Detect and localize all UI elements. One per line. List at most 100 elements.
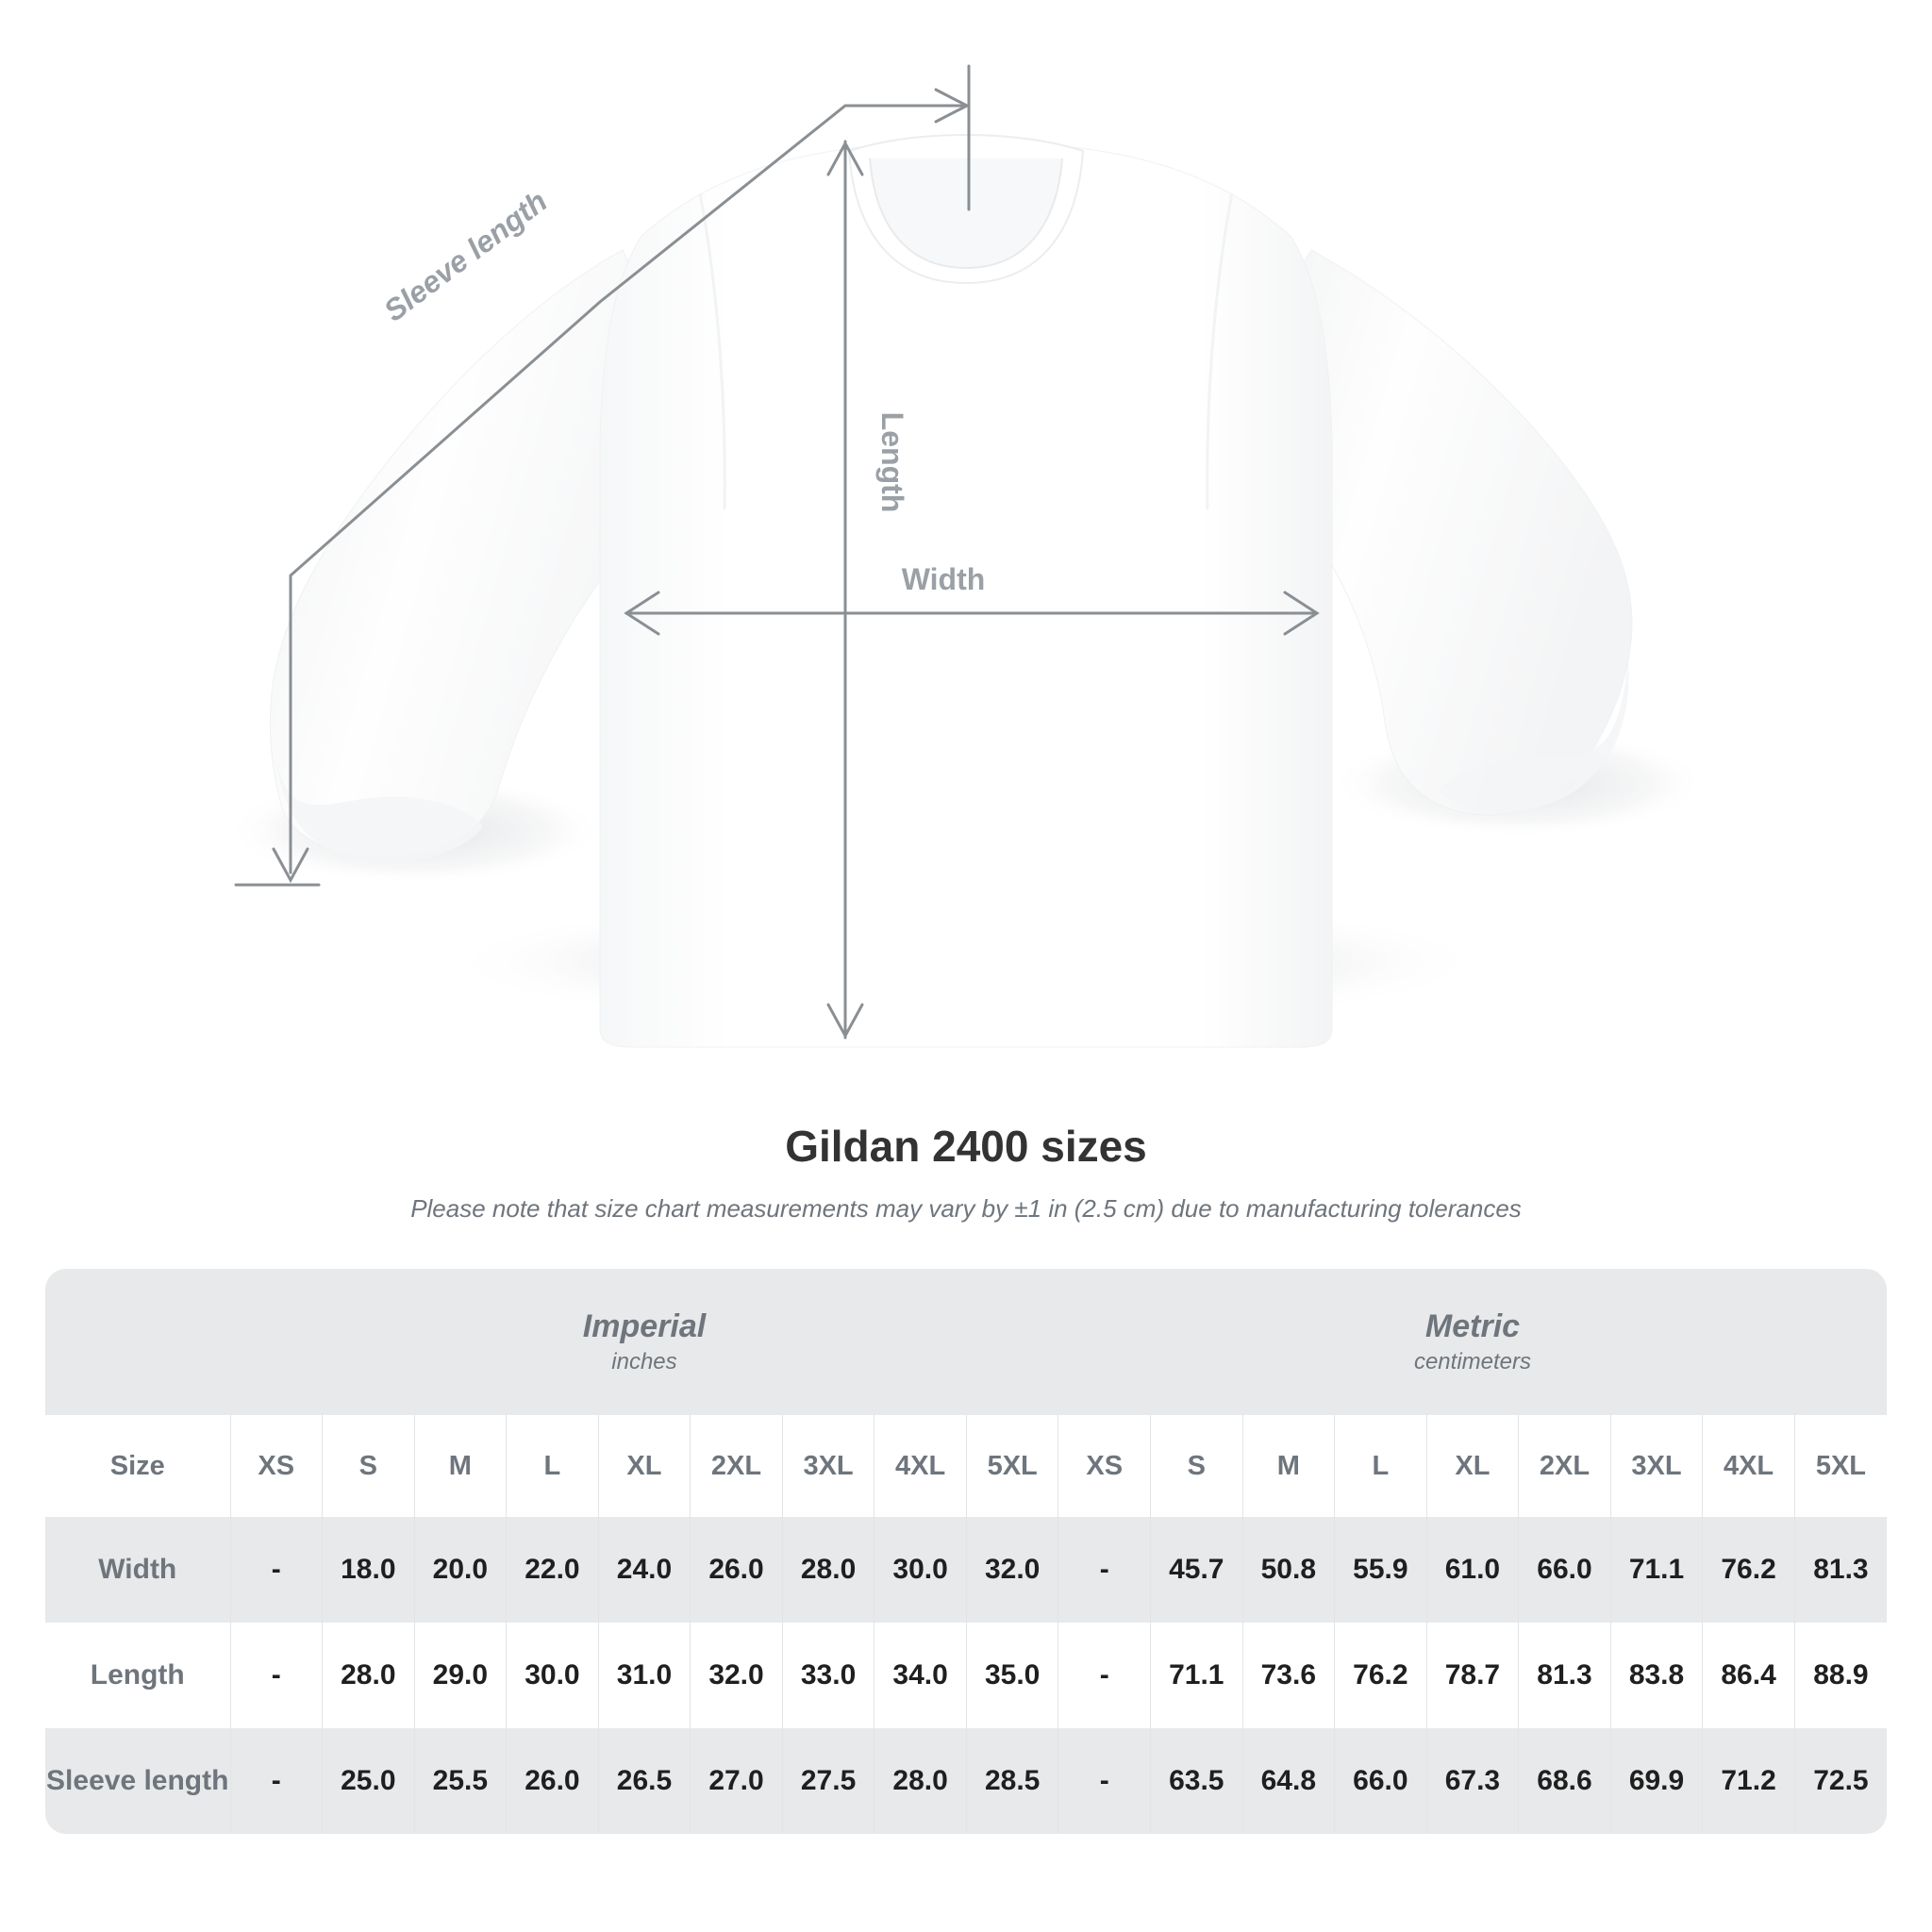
width-label: Width	[902, 562, 986, 596]
cell-sleeve-length-imperial-s: 25.0	[322, 1728, 415, 1834]
cell-sleeve-length-metric-xl: 67.3	[1425, 1728, 1519, 1834]
cell-length-imperial-4xl: 34.0	[874, 1623, 967, 1728]
table-row: Sleeve length -25.0 25.5 26.0 26.5 27.0 27.5 28…	[45, 1728, 1887, 1834]
cell-sleeve-length-metric-4xl: 71.2	[1702, 1728, 1795, 1834]
size-header-metric-xl: XL	[1425, 1415, 1519, 1517]
cell-length-metric-4xl: 86.4	[1702, 1623, 1795, 1728]
cell-sleeve-length-imperial-xs: -	[229, 1728, 323, 1834]
cell-width-imperial-m: 20.0	[413, 1517, 507, 1623]
cell-sleeve-length-metric-3xl: 69.9	[1609, 1728, 1703, 1834]
unit-sub: centimeters	[1413, 1348, 1531, 1374]
cell-width-metric-xs: -	[1058, 1517, 1151, 1623]
size-header-imperial-3xl: 3XL	[781, 1415, 874, 1517]
cell-length-imperial-5xl: 35.0	[965, 1623, 1058, 1728]
cell-width-imperial-l: 22.0	[506, 1517, 599, 1623]
cell-length-imperial-s: 28.0	[322, 1623, 415, 1728]
cell-sleeve-length-metric-5xl: 72.5	[1793, 1728, 1887, 1834]
width-arrow-left	[624, 591, 660, 636]
cell-length-metric-5xl: 88.9	[1793, 1623, 1887, 1728]
unit-sub: inches	[611, 1348, 677, 1374]
unit-name: Metric	[1424, 1308, 1521, 1345]
left-cuff	[275, 757, 483, 863]
garment-illustration: Sleeve length Length Width	[226, 64, 1707, 1048]
size-header-metric-2xl: 2XL	[1518, 1415, 1611, 1517]
cell-length-metric-3xl: 83.8	[1609, 1623, 1703, 1728]
cell-length-metric-2xl: 81.3	[1518, 1623, 1611, 1728]
cell-sleeve-length-metric-2xl: 68.6	[1518, 1728, 1611, 1834]
cell-sleeve-length-imperial-m: 25.5	[413, 1728, 507, 1834]
table-row: Length -28.0 29.0 30.0 31.0 32.0 33.0 34.0 35.0-…	[45, 1623, 1887, 1728]
cell-length-metric-m: 73.6	[1241, 1623, 1335, 1728]
cell-sleeve-length-imperial-5xl: 28.5	[965, 1728, 1058, 1834]
size-header-imperial-xs: XS	[229, 1415, 323, 1517]
cell-sleeve-length-metric-m: 64.8	[1241, 1728, 1335, 1834]
cell-length-imperial-2xl: 32.0	[690, 1623, 783, 1728]
cell-sleeve-length-imperial-3xl: 27.5	[781, 1728, 874, 1834]
cell-width-metric-4xl: 76.2	[1702, 1517, 1795, 1623]
cell-sleeve-length-metric-s: 63.5	[1150, 1728, 1243, 1834]
sleeve-arrow-right	[934, 88, 971, 124]
cell-sleeve-length-imperial-l: 26.0	[506, 1728, 599, 1834]
cell-width-metric-2xl: 66.0	[1518, 1517, 1611, 1623]
size-header-imperial-l: L	[506, 1415, 599, 1517]
size-chart-table: Imperial inches Metric centimeters Size XS S M L…	[45, 1269, 1887, 1834]
size-header-metric-5xl: 5XL	[1793, 1415, 1887, 1517]
cell-length-metric-l: 76.2	[1334, 1623, 1427, 1728]
cell-width-imperial-xl: 24.0	[597, 1517, 691, 1623]
unit-name: Imperial	[582, 1308, 707, 1345]
cell-width-imperial-3xl: 28.0	[781, 1517, 874, 1623]
sleeve-arrow-down	[272, 847, 309, 884]
size-header-metric-4xl: 4XL	[1702, 1415, 1795, 1517]
cell-sleeve-length-metric-xs: -	[1058, 1728, 1151, 1834]
unit-header-spacer	[45, 1269, 230, 1415]
size-header-label: Size	[45, 1415, 230, 1517]
cell-sleeve-length-imperial-xl: 26.5	[597, 1728, 691, 1834]
cell-width-metric-s: 45.7	[1150, 1517, 1243, 1623]
sleeve-length-line	[289, 104, 968, 874]
row-label-length: Length	[45, 1623, 230, 1728]
size-header-imperial-s: S	[322, 1415, 415, 1517]
cell-length-imperial-xs: -	[229, 1623, 323, 1728]
cell-sleeve-length-imperial-4xl: 28.0	[874, 1728, 967, 1834]
size-header-imperial-xl: XL	[597, 1415, 691, 1517]
size-header-imperial-m: M	[413, 1415, 507, 1517]
cell-width-imperial-5xl: 32.0	[965, 1517, 1058, 1623]
width-arrow-right	[1283, 591, 1320, 636]
page-subtitle: Please note that size chart measurements…	[410, 1194, 1522, 1223]
size-chart-table-wrapper: Imperial inches Metric centimeters Size XS S M L…	[45, 1269, 1887, 1834]
sleeve-length-label: Sleeve length	[377, 184, 553, 328]
right-shoulder-seam	[1206, 192, 1234, 510]
cell-width-metric-m: 50.8	[1241, 1517, 1335, 1623]
size-header-imperial-5xl: 5XL	[965, 1415, 1058, 1517]
size-header-metric-l: L	[1334, 1415, 1427, 1517]
size-header-row: Size XS S M L XL 2XL 3XL 4XL 5XL XS S M L XL 2XL 3XL 4XL 5…	[45, 1415, 1887, 1517]
cell-width-imperial-4xl: 30.0	[874, 1517, 967, 1623]
size-header-metric-xs: XS	[1058, 1415, 1151, 1517]
size-header-imperial-4xl: 4XL	[874, 1415, 967, 1517]
table-row: Width -18.0 20.0 22.0 24.0 26.0 28.0 30.0 32.0-4…	[45, 1517, 1887, 1623]
row-label-width: Width	[45, 1517, 230, 1623]
cell-length-metric-s: 71.1	[1150, 1623, 1243, 1728]
cell-sleeve-length-metric-l: 66.0	[1334, 1728, 1427, 1834]
cell-width-metric-xl: 61.0	[1425, 1517, 1519, 1623]
unit-header-row: Imperial inches Metric centimeters	[45, 1269, 1887, 1415]
length-arrow-top	[826, 140, 864, 176]
cell-length-imperial-3xl: 33.0	[781, 1623, 874, 1728]
size-header-metric-3xl: 3XL	[1609, 1415, 1703, 1517]
size-header-metric-m: M	[1241, 1415, 1335, 1517]
cell-length-imperial-m: 29.0	[413, 1623, 507, 1728]
measurement-lines	[234, 64, 1320, 1040]
row-label-sleeve-length: Sleeve length	[45, 1728, 230, 1834]
size-header-imperial-2xl: 2XL	[690, 1415, 783, 1517]
left-shoulder-seam	[698, 192, 726, 510]
garment-diagram: Sleeve length Length Width	[226, 64, 1707, 1048]
collar-inner	[869, 158, 1063, 270]
cell-length-imperial-l: 30.0	[506, 1623, 599, 1728]
cell-width-metric-5xl: 81.3	[1793, 1517, 1887, 1623]
cell-length-metric-xs: -	[1058, 1623, 1151, 1728]
length-label: Length	[875, 412, 909, 513]
cell-width-imperial-xs: -	[229, 1517, 323, 1623]
unit-header-metric: Metric centimeters	[1058, 1269, 1887, 1415]
cell-width-imperial-s: 18.0	[322, 1517, 415, 1623]
right-cuff	[1438, 660, 1629, 813]
